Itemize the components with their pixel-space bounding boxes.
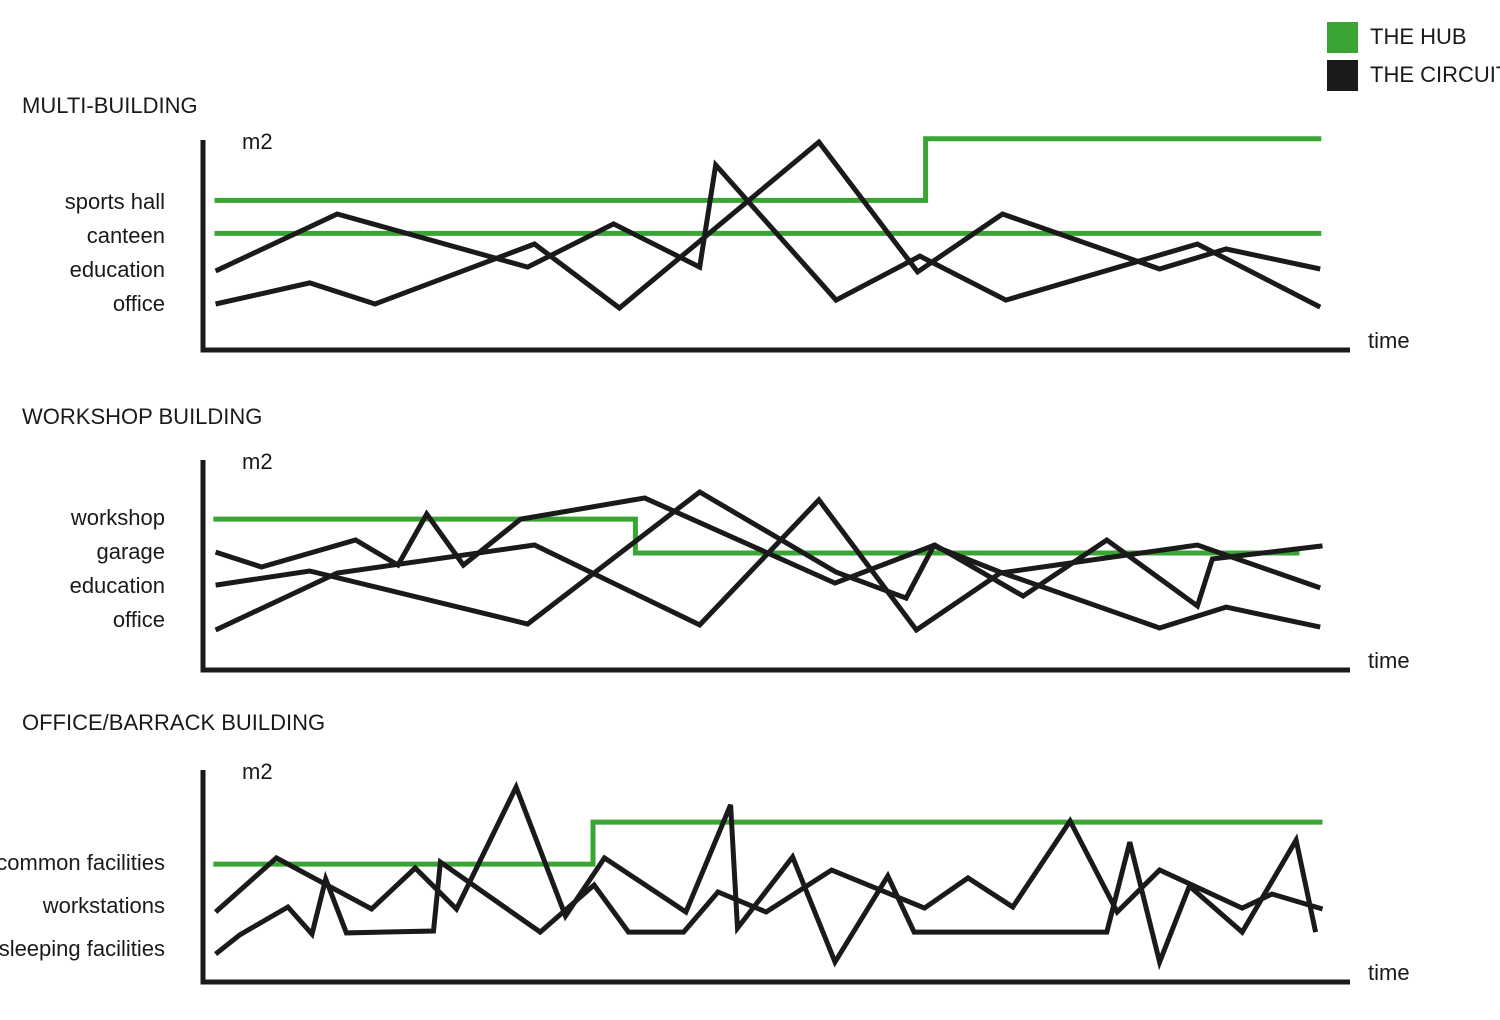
series-line (214, 159, 1322, 310)
series-line (214, 816, 1324, 957)
panel-title: MULTI-BUILDING (22, 93, 198, 118)
category-label: canteen (87, 223, 165, 248)
axes (200, 770, 1350, 985)
category-label: common facilities (0, 850, 165, 875)
series-line (213, 819, 1323, 867)
x-axis-label: time (1368, 648, 1410, 673)
legend-label: THE CIRCUIT (1370, 62, 1500, 87)
panel-title: WORKSHOP BUILDING (22, 404, 262, 429)
axes (200, 140, 1350, 353)
category-label: workstations (42, 893, 165, 918)
category-label: office (113, 291, 165, 316)
category-label: garage (96, 539, 165, 564)
series-line (214, 136, 1322, 203)
y-axis-label: m2 (242, 449, 273, 474)
x-axis-label: time (1368, 328, 1410, 353)
category-label: education (70, 573, 165, 598)
category-label: workshop (70, 505, 165, 530)
category-label: sports hall (65, 189, 165, 214)
series-line (215, 488, 1321, 631)
y-axis-label: m2 (242, 759, 273, 784)
panel-title: OFFICE/BARRACK BUILDING (22, 710, 325, 735)
series-line (213, 780, 1319, 971)
series-line (214, 496, 1322, 634)
series-line (215, 138, 1321, 312)
series-line (214, 495, 1323, 611)
category-label: sleeping facilities (0, 936, 165, 961)
x-axis-label: time (1368, 960, 1410, 985)
legend-label: THE HUB (1370, 24, 1467, 49)
y-axis-label: m2 (242, 129, 273, 154)
category-label: education (70, 257, 165, 282)
axes (200, 460, 1350, 673)
legend-swatch (1327, 22, 1358, 53)
category-label: office (113, 607, 165, 632)
legend-swatch (1327, 60, 1358, 91)
